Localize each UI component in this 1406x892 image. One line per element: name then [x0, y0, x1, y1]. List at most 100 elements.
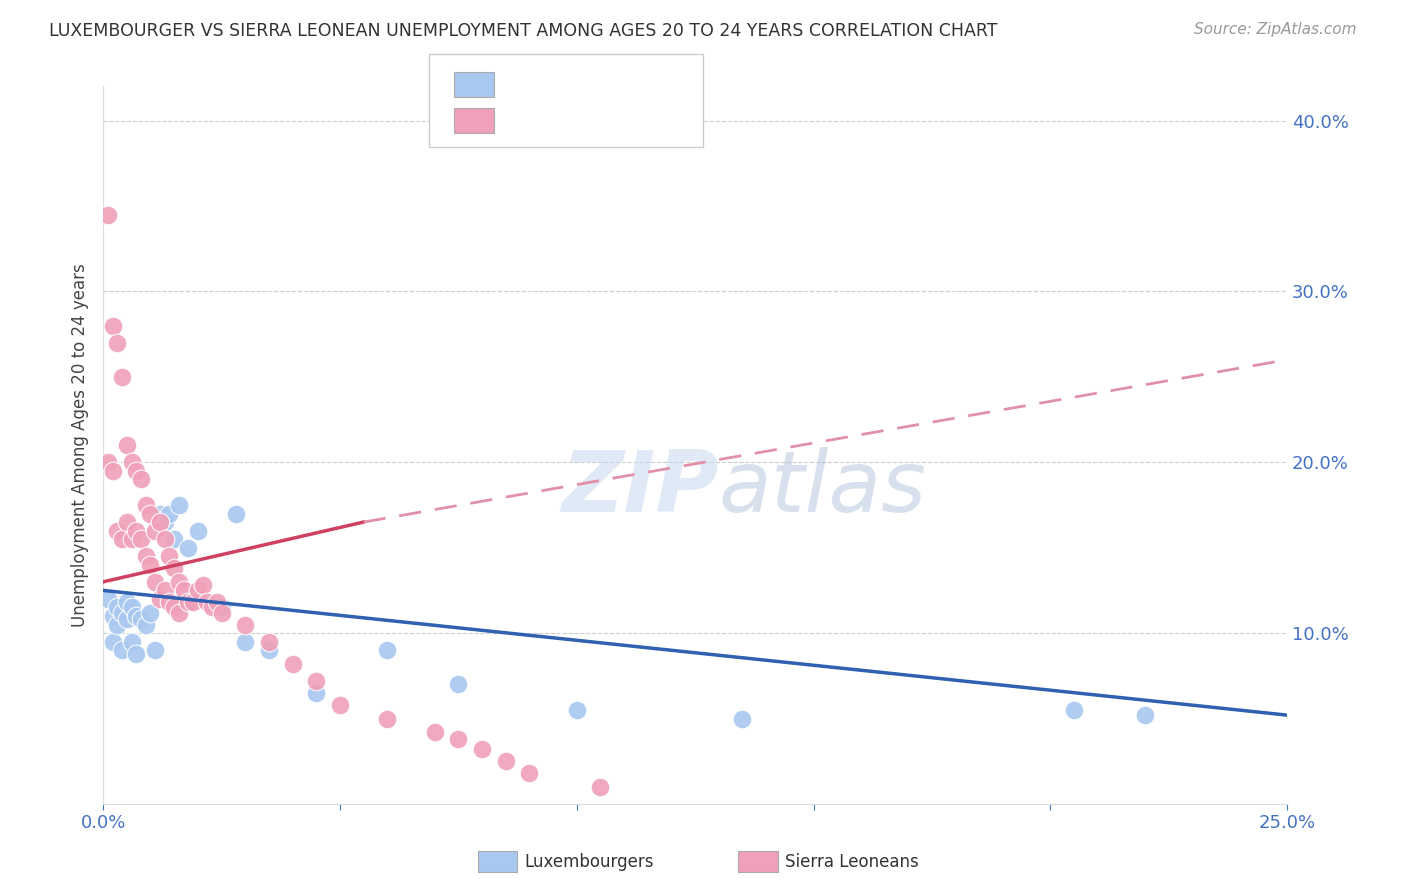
Point [101, 318, 124, 333]
Text: 53: 53 [645, 120, 671, 138]
Point [135, 498, 157, 512]
Point [101, 634, 124, 648]
Point [139, 558, 162, 572]
Point [105, 600, 128, 615]
Point [177, 595, 200, 609]
Point [305, 673, 328, 688]
Point [589, 780, 612, 794]
Point [173, 583, 195, 598]
Point [143, 524, 166, 538]
Point [139, 507, 162, 521]
Point [135, 549, 157, 564]
Point [305, 686, 328, 700]
Point [233, 634, 256, 648]
Point [97, 207, 120, 221]
Point [329, 698, 352, 712]
Point [167, 574, 190, 589]
Point [153, 515, 176, 529]
Text: Sierra Leoneans: Sierra Leoneans [785, 853, 918, 871]
Point [181, 595, 204, 609]
Point [135, 617, 157, 632]
Point [121, 532, 143, 546]
Point [105, 335, 128, 350]
Y-axis label: Unemployment Among Ages 20 to 24 years: Unemployment Among Ages 20 to 24 years [72, 263, 89, 627]
Point [149, 515, 172, 529]
Point [471, 742, 494, 756]
Point [167, 498, 190, 512]
Point [101, 609, 124, 624]
Text: N =: N = [606, 120, 658, 138]
Point [159, 595, 181, 609]
Text: LUXEMBOURGER VS SIERRA LEONEAN UNEMPLOYMENT AMONG AGES 20 TO 24 YEARS CORRELATIO: LUXEMBOURGER VS SIERRA LEONEAN UNEMPLOYM… [49, 22, 998, 40]
Point [1133, 708, 1156, 723]
Text: atlas: atlas [718, 447, 927, 530]
Point [159, 507, 181, 521]
Point [121, 455, 143, 469]
Text: R =: R = [505, 120, 544, 138]
Text: Luxembourgers: Luxembourgers [524, 853, 654, 871]
Point [139, 606, 162, 620]
Point [163, 600, 186, 615]
Point [149, 591, 172, 606]
Point [163, 561, 186, 575]
Point [101, 464, 124, 478]
Point [105, 524, 128, 538]
Point [201, 600, 224, 615]
Point [565, 703, 588, 717]
Text: R =: R = [505, 73, 544, 91]
Point [125, 524, 148, 538]
Point [187, 524, 209, 538]
Point [177, 541, 200, 555]
Point [211, 600, 233, 615]
Point [115, 612, 138, 626]
Point [143, 643, 166, 657]
Point [495, 754, 517, 768]
Text: 0.077: 0.077 [541, 120, 592, 138]
Point [163, 532, 186, 546]
Point [115, 515, 138, 529]
Point [211, 606, 233, 620]
Point [225, 507, 247, 521]
Point [205, 595, 228, 609]
Point [97, 455, 120, 469]
Point [195, 595, 218, 609]
Point [111, 369, 134, 384]
Point [447, 677, 470, 691]
Point [129, 612, 152, 626]
Point [257, 634, 280, 648]
Point [375, 712, 398, 726]
Point [233, 617, 256, 632]
Point [447, 732, 470, 747]
Point [111, 532, 134, 546]
Point [257, 643, 280, 657]
Point [149, 507, 172, 521]
Point [731, 712, 754, 726]
Text: ZIP: ZIP [561, 447, 718, 530]
Point [375, 643, 398, 657]
Point [129, 532, 152, 546]
Point [153, 583, 176, 598]
Text: -0.254: -0.254 [541, 73, 599, 91]
Point [143, 574, 166, 589]
Point [121, 600, 143, 615]
Point [517, 766, 540, 780]
Point [187, 583, 209, 598]
Point [423, 725, 446, 739]
Point [129, 472, 152, 486]
Point [111, 643, 134, 657]
Point [153, 532, 176, 546]
Point [125, 609, 148, 624]
Point [167, 606, 190, 620]
Point [115, 595, 138, 609]
Point [159, 549, 181, 564]
Point [1063, 703, 1085, 717]
Point [125, 464, 148, 478]
Point [281, 657, 304, 671]
Point [111, 606, 134, 620]
Point [115, 438, 138, 452]
Point [125, 647, 148, 661]
Text: Source: ZipAtlas.com: Source: ZipAtlas.com [1194, 22, 1357, 37]
Point [97, 591, 120, 606]
Point [105, 617, 128, 632]
Point [121, 634, 143, 648]
